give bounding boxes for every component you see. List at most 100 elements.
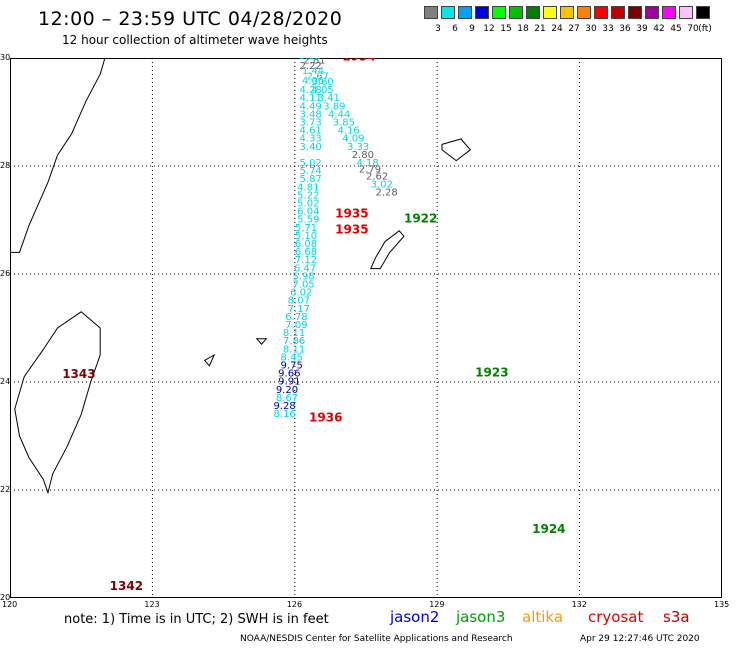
legend-label: 6 — [452, 24, 458, 34]
wave-height-value: 3.41 — [318, 93, 340, 104]
wave-height-value: 2.67 — [307, 72, 329, 83]
miyako-coastline — [255, 338, 268, 345]
wave-height-value: 7.17 — [288, 304, 310, 315]
wave-height-value: 3.02 — [371, 180, 393, 191]
legend-swatch — [628, 6, 642, 19]
wave-height-value: 8.07 — [288, 296, 310, 307]
legend-swatch — [475, 6, 489, 19]
wave-height-value: 3.85 — [333, 118, 355, 129]
legend-label: 9 — [469, 24, 475, 34]
pass-time-label: 1923 — [475, 366, 508, 380]
pass-time-label: 1936 — [309, 410, 342, 424]
wave-height-value: 6.08 — [295, 239, 317, 250]
lat-tick-label: 26 — [0, 269, 11, 278]
legend-swatch — [441, 6, 455, 19]
wave-height-value: 2.62 — [366, 172, 388, 183]
lat-tick-label: 20 — [0, 593, 11, 602]
pass-time-label: 1922 — [404, 212, 437, 226]
legend-label: 33 — [602, 24, 614, 34]
legend-swatch — [645, 6, 659, 19]
satellite-name: s3a — [663, 608, 690, 626]
legend-swatch — [696, 6, 710, 19]
legend-label: 70 — [687, 24, 699, 34]
wave-height-value: 4.61 — [300, 126, 322, 137]
legend-swatch — [509, 6, 523, 19]
wave-height-value: 8.45 — [281, 352, 303, 363]
wave-height-value: 5.87 — [300, 174, 322, 185]
legend-label: 21 — [534, 24, 546, 34]
wave-height-value: 9.28 — [273, 401, 295, 412]
legend-label: 30 — [585, 24, 597, 34]
legend-swatch — [424, 6, 438, 19]
altimeter-map: 3.822.812.221.442.673.604.064.284.053.41… — [10, 58, 722, 598]
legend-label: 39 — [636, 24, 648, 34]
wave-height-value: 4.81 — [297, 182, 319, 193]
wave-height-value: 8.16 — [273, 409, 295, 420]
wave-height-value: 4.05 — [311, 85, 333, 96]
footnote: note: 1) Time is in UTC; 2) SWH is in fe… — [64, 612, 329, 627]
footer-credit: NOAA/NESDIS Center for Satellite Applica… — [240, 634, 513, 644]
legend-swatch — [577, 6, 591, 19]
wave-height-value: 9.75 — [281, 361, 303, 372]
legend-swatch — [679, 6, 693, 19]
wave-height-value: 2.28 — [375, 188, 397, 199]
pass-time-label: 1934 — [342, 58, 375, 64]
map-title: 12:00 – 23:59 UTC 04/28/2020 — [38, 8, 343, 30]
wave-height-value: 5.74 — [300, 166, 322, 177]
wave-height-value: 5.02 — [300, 158, 322, 169]
wave-height-value: 3.60 — [311, 77, 333, 88]
wave-height-value: 4.33 — [300, 134, 322, 145]
ishigaki-coastline — [203, 353, 216, 367]
legend-label: 18 — [517, 24, 529, 34]
legend-unit: (ft) — [698, 24, 712, 34]
wave-height-value: 6.68 — [295, 247, 317, 258]
pass-time-label: 1343 — [62, 367, 95, 381]
pass-time-label: 1935 — [335, 223, 368, 237]
wave-height-value: 2.80 — [352, 150, 374, 161]
pass-time-label: 1342 — [110, 579, 143, 593]
satellite-name: altika — [522, 608, 564, 626]
legend-label: 24 — [551, 24, 563, 34]
legend-label: 27 — [568, 24, 580, 34]
wave-height-value: 7.09 — [285, 320, 307, 331]
map-subtitle: 12 hour collection of altimeter wave hei… — [62, 33, 328, 47]
taiwan-coastline — [14, 311, 101, 495]
wave-height-value: 4.06 — [302, 76, 324, 87]
wave-height-value: 5.22 — [297, 190, 319, 201]
pass-time-label: 1924 — [532, 522, 565, 536]
wave-height-value: 5.02 — [297, 199, 319, 210]
legend-swatch — [662, 6, 676, 19]
wave-height-value: 6.78 — [285, 312, 307, 323]
wave-height-value: 5.71 — [295, 223, 317, 234]
legend-swatch — [594, 6, 608, 19]
wave-height-value: 6.47 — [294, 263, 316, 274]
legend-swatch — [543, 6, 557, 19]
wave-height-value: 4.09 — [342, 134, 364, 145]
wave-height-value: 9.66 — [278, 369, 300, 380]
lat-tick-label: 28 — [0, 161, 11, 170]
okinawa-coastline — [369, 230, 405, 270]
legend-swatch — [611, 6, 625, 19]
wave-height-value: 7.86 — [283, 336, 305, 347]
map-frame — [10, 58, 722, 598]
wave-height-value: 4.11 — [300, 93, 322, 104]
legend-label: 12 — [483, 24, 495, 34]
wave-height-value: 2.81 — [303, 58, 325, 66]
wave-height-value: 6.04 — [297, 207, 319, 218]
legend-label: 15 — [500, 24, 512, 34]
wave-height-value: 8.11 — [283, 344, 305, 355]
lon-tick-label: 123 — [144, 600, 160, 609]
wave-height-value: 3.82 — [299, 58, 321, 62]
wave-height-value: 4.16 — [338, 126, 360, 137]
legend-swatch — [492, 6, 506, 19]
lon-tick-label: 129 — [429, 600, 445, 609]
wave-height-value: 4.44 — [328, 109, 350, 120]
wave-height-value: 9.91 — [278, 377, 300, 388]
wave-height-value: 3.89 — [323, 101, 345, 112]
wave-height-value: 2.22 — [300, 61, 322, 72]
wave-height-value: 7.05 — [292, 280, 314, 291]
legend-label: 3 — [435, 24, 441, 34]
legend-swatch — [458, 6, 472, 19]
lon-tick-label: 135 — [714, 600, 730, 609]
lon-tick-label: 132 — [571, 600, 587, 609]
